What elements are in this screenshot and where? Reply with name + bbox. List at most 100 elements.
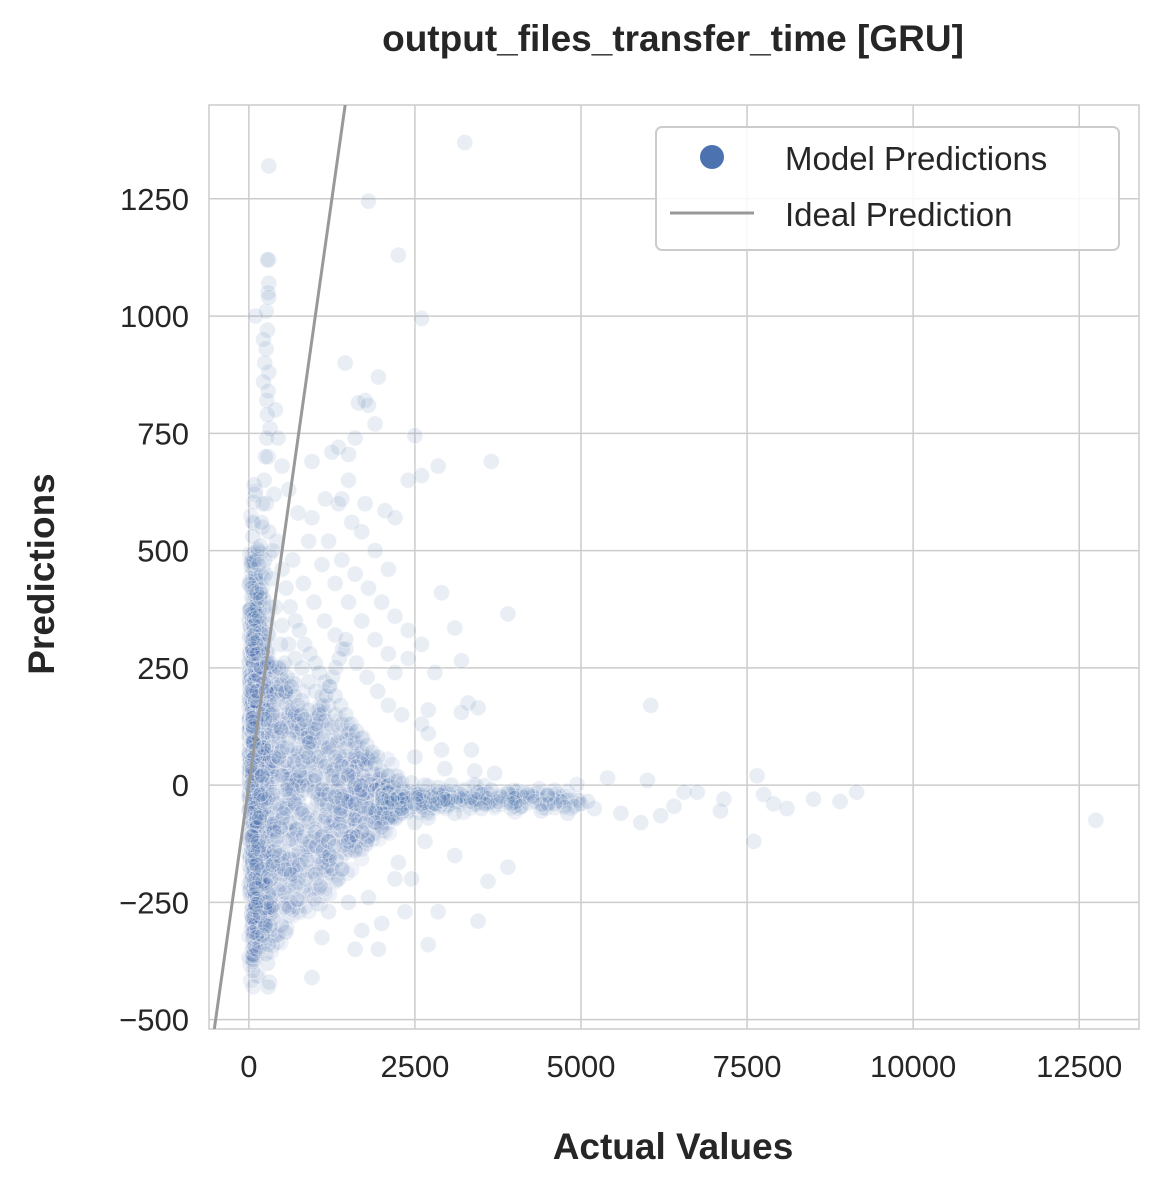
data-point (247, 889, 265, 907)
data-point (248, 797, 266, 815)
data-point (369, 368, 387, 386)
data-point (241, 665, 259, 683)
data-point (320, 903, 338, 921)
data-point (250, 556, 268, 574)
data-point (251, 792, 269, 810)
data-point (244, 900, 262, 918)
data-point (246, 840, 264, 858)
data-point (246, 890, 264, 908)
data-point (243, 588, 261, 606)
data-point (243, 659, 261, 677)
data-point (426, 664, 444, 682)
data-point (248, 869, 266, 887)
data-point (247, 766, 265, 784)
data-point (688, 783, 706, 801)
data-point (243, 635, 261, 653)
data-point (256, 819, 274, 837)
data-point (242, 689, 260, 707)
data-point (249, 800, 267, 818)
data-point (276, 781, 294, 799)
data-point (241, 687, 259, 705)
data-point (248, 863, 266, 881)
data-point (259, 978, 277, 996)
data-point (244, 879, 262, 897)
data-point (247, 822, 265, 840)
data-point (429, 457, 447, 475)
data-point (252, 775, 270, 793)
data-point (242, 873, 260, 891)
data-point (289, 504, 307, 522)
data-point (346, 940, 364, 958)
data-point (314, 826, 332, 844)
data-point (369, 748, 387, 766)
data-point (250, 872, 268, 890)
data-point (245, 829, 263, 847)
data-point (243, 680, 261, 698)
data-point (245, 881, 263, 899)
data-point (254, 849, 272, 867)
data-point (242, 842, 260, 860)
data-point (260, 157, 278, 175)
data-point (255, 845, 273, 863)
data-point (243, 846, 261, 864)
data-point (248, 593, 266, 611)
data-point (251, 861, 269, 879)
data-point (245, 817, 263, 835)
data-point (245, 606, 263, 624)
data-point (298, 851, 316, 869)
data-point (244, 583, 262, 601)
data-point (248, 967, 266, 985)
data-point (263, 701, 281, 719)
data-point (255, 811, 273, 829)
data-point (241, 666, 259, 684)
data-point (246, 665, 264, 683)
data-point (247, 901, 265, 919)
data-point (254, 739, 272, 757)
data-point (251, 876, 269, 894)
data-point (244, 866, 262, 884)
data-point (245, 648, 263, 666)
data-point (244, 860, 262, 878)
data-point (244, 978, 262, 996)
data-point (251, 799, 269, 817)
data-point (512, 797, 530, 815)
data-point (358, 668, 376, 686)
data-point (254, 558, 272, 576)
data-point (245, 824, 263, 842)
data-point (712, 802, 729, 820)
data-point (243, 848, 261, 866)
data-point (253, 727, 271, 745)
data-point (247, 566, 265, 584)
data-point (323, 443, 341, 461)
data-point (245, 806, 263, 824)
data-point (243, 833, 261, 851)
data-point (255, 806, 273, 824)
data-point (306, 865, 324, 883)
legend-marker-model-predictions (700, 145, 724, 169)
data-point (248, 856, 266, 874)
data-point (306, 767, 324, 785)
scatter-points (240, 134, 1105, 996)
data-point (244, 641, 262, 659)
data-point (245, 818, 263, 836)
data-point (353, 612, 371, 630)
data-point (240, 575, 258, 593)
data-point (254, 838, 272, 856)
data-point (252, 804, 270, 822)
data-point (247, 596, 265, 614)
data-point (259, 824, 277, 842)
data-point (262, 782, 280, 800)
data-point (252, 783, 270, 801)
data-point (248, 814, 266, 832)
data-point (255, 569, 273, 587)
data-point (241, 618, 259, 636)
data-point (249, 782, 267, 800)
data-point (245, 858, 263, 876)
data-point (446, 619, 464, 637)
data-point (245, 833, 263, 851)
data-point (251, 616, 269, 634)
data-point (253, 802, 271, 820)
data-point (240, 660, 258, 678)
data-point (248, 820, 266, 838)
data-point (268, 712, 286, 730)
